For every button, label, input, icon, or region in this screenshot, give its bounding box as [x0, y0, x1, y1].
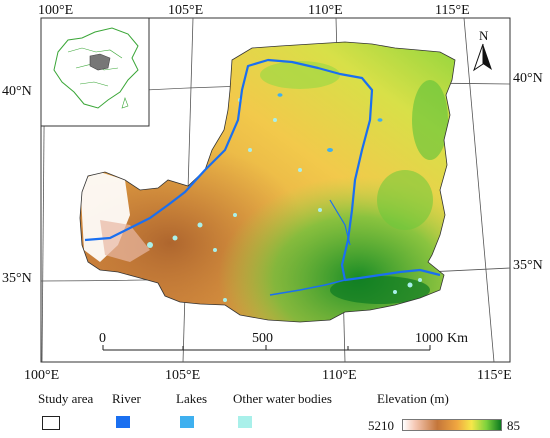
lon-label-top-105: 105°E — [168, 3, 203, 18]
lon-label-top-110: 110°E — [308, 3, 343, 18]
inset-study-area — [89, 53, 111, 71]
legend-lakes-label: Lakes — [176, 391, 208, 406]
inset-map — [40, 17, 150, 127]
lat-label-right-35: 35°N — [513, 258, 543, 273]
scale-tick-0: 0 — [99, 331, 106, 346]
scale-tick-1000: 1000 — [415, 331, 443, 346]
legend-other-water-label: Other water bodies — [233, 391, 332, 406]
scale-tick-500: 500 — [252, 331, 273, 346]
legend-river-label: River — [112, 391, 141, 406]
north-arrow: N — [473, 28, 492, 72]
lat-label-left-40: 40°N — [2, 84, 32, 99]
north-label: N — [479, 28, 489, 43]
lon-label-bottom-110: 110°E — [322, 368, 357, 383]
legend-study-area-label: Study area — [38, 391, 94, 406]
river-tributary — [329, 199, 351, 246]
study-area-outline — [79, 41, 456, 323]
lon-label-bottom-105: 105°E — [165, 368, 200, 383]
scale-bar: 0 500 1000 Km — [99, 331, 468, 351]
scale-unit: Km — [447, 331, 468, 346]
map-frame — [40, 17, 511, 363]
study-area-swatch — [42, 416, 60, 430]
elevation-max-label: 5210 — [368, 418, 394, 433]
elevation-min-label: 85 — [507, 418, 520, 433]
lon-label-bottom-115: 115°E — [477, 368, 512, 383]
elevation-color-ramp — [402, 419, 502, 431]
lon-label-bottom-100: 100°E — [24, 368, 59, 383]
legend-elevation-title: Elevation (m) — [377, 391, 449, 406]
river-tributary — [269, 279, 346, 296]
lakes-swatch — [180, 416, 194, 428]
river-swatch — [116, 416, 130, 428]
lakes — [277, 93, 383, 152]
lon-label-top-100: 100°E — [38, 3, 73, 18]
lat-label-right-40: 40°N — [513, 71, 543, 86]
lat-label-left-35: 35°N — [2, 271, 32, 286]
yellow-river — [84, 58, 441, 282]
lon-label-top-115: 115°E — [435, 3, 470, 18]
other-water-swatch — [238, 416, 252, 428]
